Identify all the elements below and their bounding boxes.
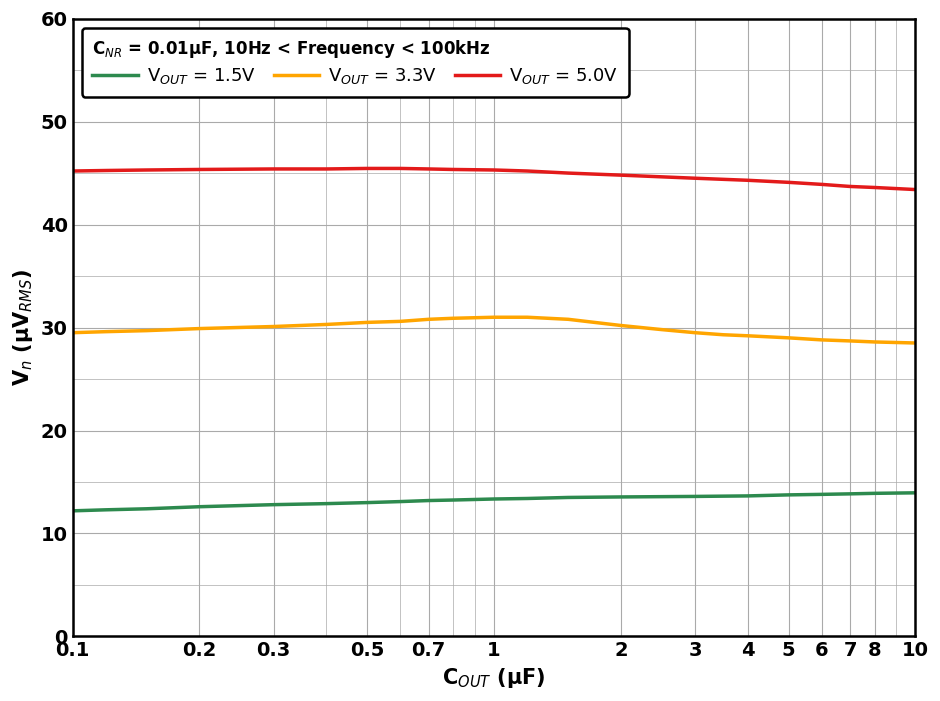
V$_{OUT}$ = 3.3V	[742, 332, 753, 340]
V$_{OUT}$ = 1.5V	[423, 496, 434, 505]
V$_{OUT}$ = 1.5V	[816, 490, 827, 498]
V$_{OUT}$ = 5.0V	[141, 165, 152, 174]
V$_{OUT}$ = 1.5V	[869, 489, 880, 498]
V$_{OUT}$ = 1.5V	[910, 489, 921, 497]
V$_{OUT}$ = 3.3V	[783, 334, 794, 342]
V$_{OUT}$ = 1.5V	[447, 496, 459, 504]
V$_{OUT}$ = 3.3V	[615, 321, 626, 329]
V$_{OUT}$ = 3.3V	[488, 313, 499, 322]
V$_{OUT}$ = 5.0V	[101, 166, 112, 175]
V$_{OUT}$ = 5.0V	[268, 165, 279, 173]
V$_{OUT}$ = 3.3V	[844, 336, 855, 345]
V$_{OUT}$ = 5.0V	[194, 165, 205, 174]
V$_{OUT}$ = 1.5V	[689, 492, 700, 501]
V$_{OUT}$ = 3.3V	[141, 327, 152, 335]
V$_{OUT}$ = 3.3V	[321, 320, 332, 329]
V$_{OUT}$ = 3.3V	[67, 329, 78, 337]
V$_{OUT}$ = 3.3V	[717, 331, 728, 339]
V$_{OUT}$ = 3.3V	[101, 327, 112, 336]
V$_{OUT}$ = 1.5V	[67, 507, 78, 515]
V$_{OUT}$ = 5.0V	[447, 165, 459, 174]
V$_{OUT}$ = 5.0V	[67, 167, 78, 175]
Legend: V$_{OUT}$ = 1.5V, V$_{OUT}$ = 3.3V, V$_{OUT}$ = 5.0V: V$_{OUT}$ = 1.5V, V$_{OUT}$ = 3.3V, V$_{…	[82, 27, 629, 97]
V$_{OUT}$ = 3.3V	[395, 317, 406, 325]
V$_{OUT}$ = 5.0V	[562, 169, 573, 177]
V$_{OUT}$ = 1.5V	[362, 498, 373, 507]
V$_{OUT}$ = 5.0V	[816, 180, 827, 189]
V$_{OUT}$ = 1.5V	[194, 503, 205, 511]
V$_{OUT}$ = 3.3V	[869, 338, 880, 346]
V$_{OUT}$ = 5.0V	[910, 185, 921, 193]
V$_{OUT}$ = 3.3V	[562, 315, 573, 323]
V$_{OUT}$ = 5.0V	[423, 165, 434, 173]
V$_{OUT}$ = 1.5V	[321, 499, 332, 508]
V$_{OUT}$ = 1.5V	[783, 491, 794, 499]
V$_{OUT}$ = 1.5V	[101, 505, 112, 514]
V$_{OUT}$ = 5.0V	[395, 164, 406, 172]
V$_{OUT}$ = 5.0V	[522, 167, 533, 175]
V$_{OUT}$ = 3.3V	[447, 314, 459, 322]
V$_{OUT}$ = 5.0V	[689, 174, 700, 182]
V$_{OUT}$ = 3.3V	[423, 315, 434, 323]
V$_{OUT}$ = 1.5V	[141, 505, 152, 513]
Line: V$_{OUT}$ = 5.0V: V$_{OUT}$ = 5.0V	[72, 168, 916, 189]
V$_{OUT}$ = 3.3V	[268, 322, 279, 331]
V$_{OUT}$ = 5.0V	[488, 165, 499, 174]
V$_{OUT}$ = 1.5V	[268, 501, 279, 509]
V$_{OUT}$ = 3.3V	[816, 336, 827, 344]
V$_{OUT}$ = 1.5V	[742, 491, 753, 500]
V$_{OUT}$ = 1.5V	[395, 498, 406, 506]
Y-axis label: V$_n$ (μV$_{RMS}$): V$_n$ (μV$_{RMS}$)	[11, 269, 35, 386]
X-axis label: C$_{OUT}$ (μF): C$_{OUT}$ (μF)	[442, 666, 546, 690]
V$_{OUT}$ = 3.3V	[656, 325, 667, 334]
V$_{OUT}$ = 3.3V	[522, 313, 533, 322]
V$_{OUT}$ = 3.3V	[689, 329, 700, 337]
V$_{OUT}$ = 5.0V	[783, 178, 794, 186]
V$_{OUT}$ = 5.0V	[742, 176, 753, 184]
V$_{OUT}$ = 3.3V	[194, 325, 205, 333]
V$_{OUT}$ = 1.5V	[522, 494, 533, 503]
V$_{OUT}$ = 5.0V	[362, 164, 373, 172]
Line: V$_{OUT}$ = 3.3V: V$_{OUT}$ = 3.3V	[72, 318, 916, 343]
V$_{OUT}$ = 1.5V	[562, 494, 573, 502]
V$_{OUT}$ = 5.0V	[321, 165, 332, 173]
V$_{OUT}$ = 1.5V	[488, 495, 499, 503]
V$_{OUT}$ = 5.0V	[615, 171, 626, 179]
V$_{OUT}$ = 5.0V	[869, 183, 880, 191]
V$_{OUT}$ = 3.3V	[910, 339, 921, 347]
V$_{OUT}$ = 5.0V	[844, 182, 855, 191]
Line: V$_{OUT}$ = 1.5V: V$_{OUT}$ = 1.5V	[72, 493, 916, 511]
V$_{OUT}$ = 3.3V	[362, 318, 373, 327]
V$_{OUT}$ = 1.5V	[844, 489, 855, 498]
V$_{OUT}$ = 1.5V	[615, 493, 626, 501]
